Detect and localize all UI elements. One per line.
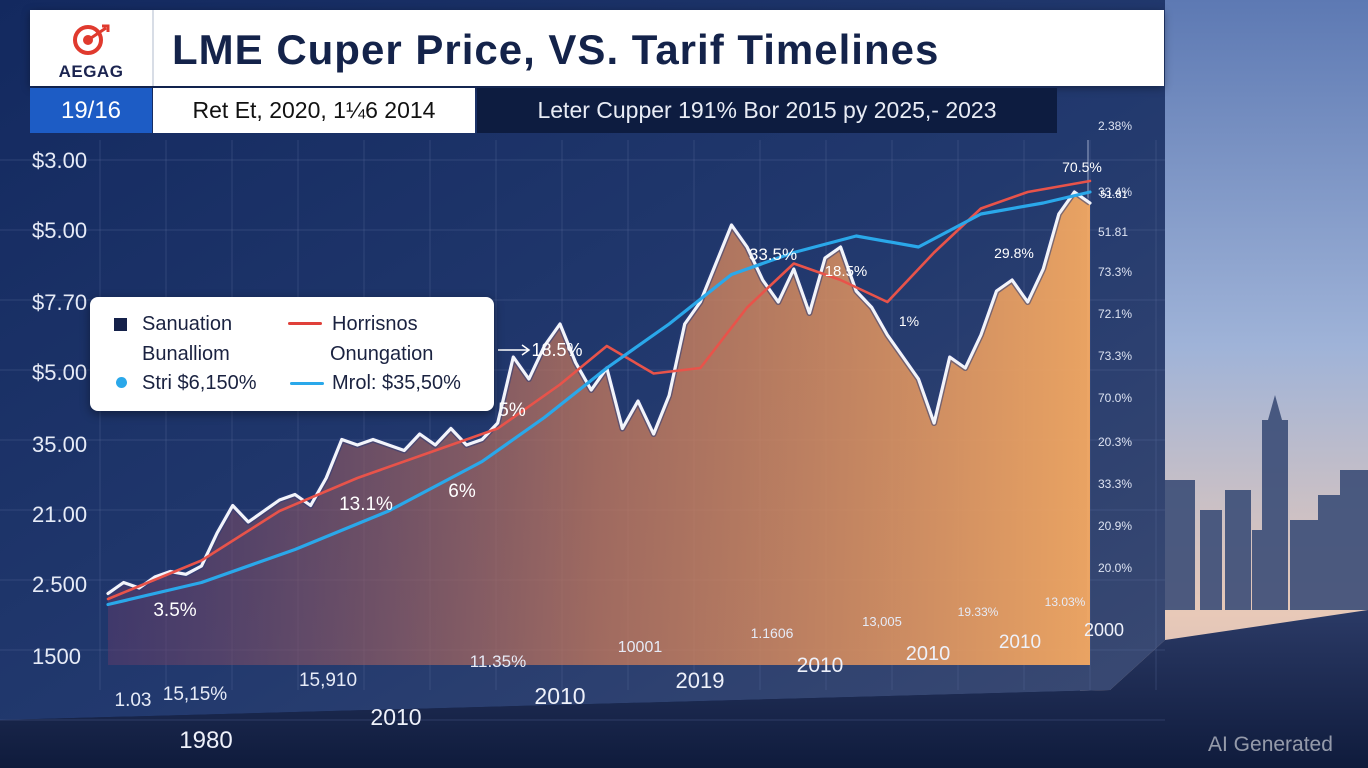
logo-text: AEGAG: [58, 62, 124, 81]
annotation-label: 51.81: [1100, 189, 1128, 201]
legend-item-3: Stri $6,150%: [142, 372, 257, 394]
x-tick-bottom: 2010: [999, 632, 1041, 653]
legend-swatch-square: [114, 318, 127, 331]
y-tick-left: $3.00: [32, 148, 87, 173]
subtitle-dates: Ret Et, 2020, 1¼6 2014: [153, 88, 475, 133]
annotation-label: 1%: [899, 313, 919, 329]
legend-swatch-blue-line: [290, 382, 324, 385]
annotation-label: 5%: [498, 400, 526, 421]
page-title: LME Cuper Price, VS. Tarif Timelines: [172, 26, 940, 73]
y-axis-right-ticks: 2.38%33.4%51.8173.3%72.1%73.3%70.0%20.3%…: [1098, 119, 1132, 575]
x-tick-upper: 1.03: [115, 690, 152, 711]
x-tick-upper: 1.1606: [751, 625, 794, 641]
y-tick-right: 72.1%: [1098, 307, 1132, 321]
subtitle-note: Leter Cupper 191% Bor 2015 py 2025,- 202…: [477, 88, 1057, 133]
y-tick-right: 70.0%: [1098, 391, 1132, 405]
y-tick-right: 20.0%: [1098, 561, 1132, 575]
ai-generated-watermark: AI Generated: [1208, 733, 1333, 756]
annotation-label: 70.5%: [1062, 159, 1102, 175]
annotations: 3.5% 13.1% 6% 5% 18.5% 33.5% 18.5% 1% 29.8% 70.5%…: [153, 159, 1127, 621]
x-tick-bottom: 2019: [676, 668, 725, 693]
x-tick-bottom: 2010: [370, 704, 421, 730]
x-tick-bottom: 1980: [179, 727, 232, 754]
x-tick-upper: 10001: [618, 639, 663, 656]
subtitle-badge: 19/16: [30, 88, 152, 133]
annotation-label: 6%: [448, 481, 476, 502]
annotation-label: 33.5%: [749, 245, 797, 264]
legend-item-6: Mrol: $35,50%: [332, 372, 461, 394]
legend-item-1: Sanuation: [142, 313, 233, 335]
y-tick-left: $5.00: [32, 218, 87, 243]
x-tick-bottom: 2010: [797, 654, 844, 677]
y-axis-left-ticks: $3.00 $5.00 $7.70 $5.00 35.00 21.00 2.500 1500: [32, 148, 87, 669]
price-area-fill: [108, 192, 1090, 665]
x-tick-upper: 15,15%: [163, 684, 228, 705]
y-tick-left: 2.500: [32, 572, 87, 597]
x-tick-upper: 11.35%: [470, 652, 526, 671]
x-tick-upper: 13,005: [862, 614, 902, 629]
x-axis-bottom-ticks: 1980 2010 2010 2019 2010 2010 2010 2000: [179, 620, 1124, 754]
series-line-red: [106, 179, 1092, 601]
legend-swatch-red-line: [288, 322, 322, 325]
series-line-white: [106, 190, 1092, 596]
y-tick-left: $5.00: [32, 360, 87, 385]
y-tick-left: 35.00: [32, 432, 87, 457]
header-box: AEGAG LME Cuper Price, VS. Tarif Timelin…: [30, 10, 1164, 86]
x-tick-bottom: 2010: [534, 683, 585, 709]
annotation-label: 13.1%: [339, 494, 393, 515]
legend: Sanuation Bunalliom Stri $6,150% Horrisn…: [90, 297, 494, 411]
y-tick-right: 20.9%: [1098, 519, 1132, 533]
annotation-label: 29.8%: [994, 245, 1034, 261]
series-lines: [106, 179, 1092, 607]
y-tick-right: 2.38%: [1098, 119, 1132, 133]
y-tick-right: 73.3%: [1098, 349, 1132, 363]
y-tick-left: 21.00: [32, 502, 87, 527]
legend-item-5: Onungation: [330, 343, 434, 365]
x-tick-upper: 13.03%: [1045, 595, 1086, 609]
legend-item-2: Bunalliom: [142, 343, 230, 365]
annotation-label: 18.5%: [825, 263, 868, 280]
y-tick-right: 73.3%: [1098, 265, 1132, 279]
y-tick-right: 20.3%: [1098, 435, 1132, 449]
target-icon: [73, 24, 110, 55]
annotation-label: 3.5%: [153, 600, 196, 621]
logo: AEGAG: [30, 10, 154, 86]
legend-item-4: Horrisnos: [332, 313, 418, 335]
legend-swatch-dot: [116, 377, 127, 388]
price-area: [108, 192, 1090, 665]
y-tick-left: 1500: [32, 644, 81, 669]
annotation-arrow: [498, 344, 531, 356]
x-tick-bottom: 2000: [1084, 620, 1124, 640]
annotation-label: 18.5%: [531, 340, 582, 360]
y-tick-left: $7.70: [32, 290, 87, 315]
series-line-blue: [106, 190, 1092, 607]
x-tick-upper: 15,910: [299, 670, 357, 691]
x-tick-upper: 19.33%: [958, 605, 999, 619]
x-axis-upper-ticks: 1.03 15,15% 15,910 11.35% 10001 1.1606 13,005 1…: [115, 595, 1086, 711]
x-tick-bottom: 2010: [906, 643, 951, 665]
y-tick-right: 33.4%: [1098, 185, 1132, 199]
y-tick-right: 51.81: [1098, 225, 1128, 239]
y-tick-right: 33.3%: [1098, 477, 1132, 491]
